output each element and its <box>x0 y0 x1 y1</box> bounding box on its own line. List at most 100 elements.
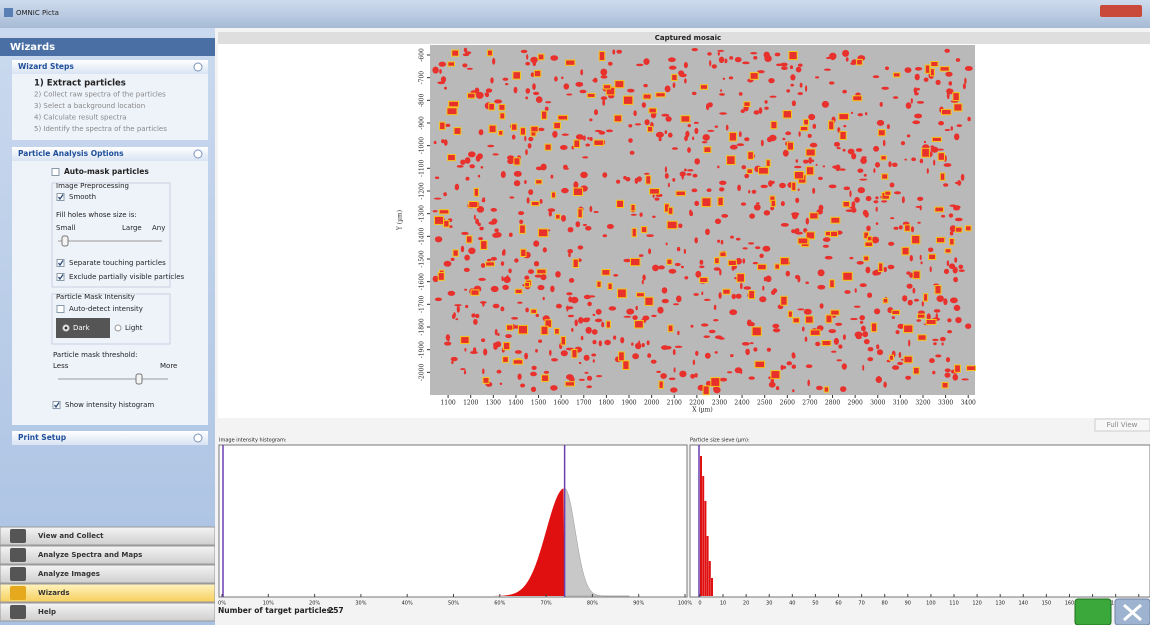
window-controls[interactable] <box>1100 5 1142 17</box>
particle <box>672 82 676 88</box>
particle <box>965 323 972 330</box>
particle <box>579 89 587 94</box>
particle <box>533 91 540 96</box>
selected-particle <box>622 360 630 370</box>
nav-button[interactable] <box>0 526 216 546</box>
particle <box>720 239 724 245</box>
particle <box>753 110 760 115</box>
radio-selected-box <box>56 318 110 338</box>
x-tick-label: 1700 <box>576 400 591 407</box>
particle <box>914 73 920 81</box>
particle <box>525 61 531 66</box>
particle <box>771 180 775 184</box>
selected-particle <box>864 241 874 247</box>
particle <box>589 205 593 213</box>
particle <box>648 248 652 255</box>
particle <box>589 118 593 122</box>
particle <box>731 265 735 271</box>
particle <box>566 305 569 312</box>
particle <box>676 246 681 252</box>
selected-particle <box>572 187 584 196</box>
slider-thumb[interactable] <box>135 373 143 385</box>
particle <box>902 295 908 302</box>
particle <box>438 61 446 67</box>
particle <box>717 51 720 56</box>
selected-particle <box>878 262 884 272</box>
particle <box>713 319 719 322</box>
checkbox[interactable] <box>56 273 65 281</box>
full-view-button[interactable] <box>1094 418 1150 432</box>
selected-particle <box>439 121 446 131</box>
panel-header[interactable] <box>12 431 208 445</box>
particle <box>721 214 729 218</box>
selected-particle <box>804 315 814 324</box>
particle <box>904 158 907 161</box>
particle <box>729 309 738 316</box>
particle <box>676 295 682 303</box>
checkbox[interactable] <box>56 305 65 313</box>
selected-particle <box>553 121 561 130</box>
particle <box>693 121 699 124</box>
particle <box>713 267 721 271</box>
particle <box>487 144 495 148</box>
particle <box>936 148 944 151</box>
particle <box>585 143 590 147</box>
run-button[interactable] <box>1074 598 1112 625</box>
particle <box>756 202 760 205</box>
particle <box>500 171 506 178</box>
particle <box>513 180 521 187</box>
particle <box>791 364 796 369</box>
panel-header[interactable] <box>12 60 208 74</box>
particle <box>583 294 591 300</box>
panel-header[interactable] <box>12 147 208 161</box>
collapse-button[interactable] <box>193 62 203 72</box>
checkbox[interactable] <box>51 168 60 176</box>
particle <box>954 217 963 222</box>
nav-label: Analyze Images <box>38 570 100 578</box>
nav-button[interactable] <box>0 602 216 622</box>
particle <box>886 124 890 129</box>
particle <box>479 226 484 231</box>
x-tick-label: 60 <box>835 601 841 607</box>
particle <box>850 317 858 321</box>
particle <box>960 173 965 181</box>
particle <box>517 373 522 380</box>
particle <box>844 290 851 294</box>
particle <box>913 87 918 94</box>
slider-thumb[interactable] <box>61 235 69 247</box>
particle <box>752 261 759 265</box>
checkbox[interactable] <box>56 259 65 267</box>
particle <box>862 331 869 338</box>
selected-particle <box>658 380 664 389</box>
selected-particle <box>952 92 960 102</box>
selected-particle <box>921 147 930 158</box>
particle <box>808 113 816 121</box>
particle <box>857 113 863 117</box>
checkbox[interactable] <box>56 193 65 201</box>
particle <box>873 200 879 204</box>
particle <box>596 375 603 378</box>
y-tick-label: -1200 <box>419 182 426 199</box>
particle <box>865 112 868 116</box>
particle <box>812 123 817 129</box>
nav-button[interactable] <box>0 564 216 584</box>
particle <box>828 329 837 334</box>
collapse-button[interactable] <box>193 149 203 159</box>
selected-particle <box>809 212 819 220</box>
group-title: Particle Mask Intensity <box>56 293 135 301</box>
particle <box>692 136 695 141</box>
particle <box>606 224 614 229</box>
checkbox[interactable] <box>52 401 61 409</box>
expand-button[interactable] <box>193 433 203 443</box>
particle <box>684 78 687 84</box>
selected-particle <box>786 141 794 151</box>
particle <box>690 373 695 379</box>
particle <box>790 74 796 81</box>
nav-icon <box>10 529 26 543</box>
radio-button[interactable] <box>114 324 122 332</box>
nav-button[interactable] <box>0 583 216 603</box>
particle <box>865 195 872 202</box>
particle <box>719 112 727 115</box>
histogram-selected <box>453 488 565 596</box>
particle <box>875 222 879 225</box>
